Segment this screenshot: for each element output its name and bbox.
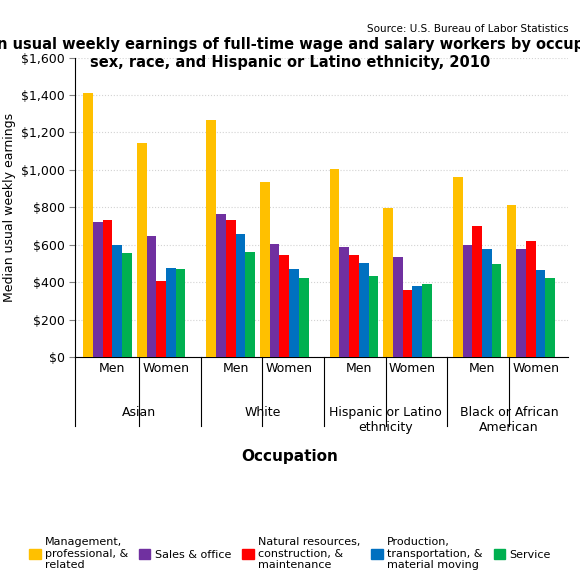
Bar — [245, 252, 255, 357]
Bar — [329, 169, 339, 357]
Bar — [536, 270, 545, 357]
Bar — [422, 284, 432, 357]
Bar — [383, 209, 393, 357]
Bar — [359, 263, 368, 357]
Bar — [289, 269, 299, 357]
Bar — [93, 222, 103, 357]
Bar — [156, 281, 166, 357]
Bar — [393, 257, 403, 357]
Bar — [280, 255, 289, 357]
Bar — [270, 244, 280, 357]
Bar — [226, 221, 235, 357]
Bar — [545, 279, 555, 357]
Bar — [299, 278, 309, 357]
Bar — [260, 182, 270, 357]
Text: Asian: Asian — [122, 406, 156, 419]
Bar — [526, 241, 536, 357]
Bar — [137, 143, 147, 357]
Text: White: White — [244, 406, 281, 419]
Text: Black or African
American: Black or African American — [459, 406, 558, 434]
Bar — [453, 177, 463, 357]
Bar — [216, 214, 226, 357]
Bar — [339, 247, 349, 357]
Bar — [403, 290, 412, 357]
Text: Hispanic or Latino
ethnicity: Hispanic or Latino ethnicity — [329, 406, 442, 434]
Bar — [113, 245, 122, 357]
Bar — [472, 226, 482, 357]
Bar — [235, 234, 245, 357]
Legend: Management,
professional, &
related, Sales & office, Natural resources,
construc: Management, professional, & related, Sal… — [30, 537, 550, 570]
Bar — [83, 93, 93, 357]
Bar — [368, 276, 378, 357]
Y-axis label: Median usual weekly earnings: Median usual weekly earnings — [2, 113, 16, 302]
Bar — [492, 264, 502, 357]
Text: Source: U.S. Bureau of Labor Statistics: Source: U.S. Bureau of Labor Statistics — [367, 24, 568, 33]
Bar — [206, 120, 216, 357]
Bar — [122, 253, 132, 357]
Bar — [506, 206, 516, 357]
Bar — [166, 268, 176, 357]
Bar — [516, 249, 526, 357]
Bar — [147, 236, 156, 357]
Bar — [463, 245, 472, 357]
Bar — [482, 249, 492, 357]
Bar — [349, 255, 359, 357]
Bar — [103, 219, 113, 357]
Bar — [176, 269, 186, 357]
Text: Occupation: Occupation — [241, 449, 339, 464]
Text: Median usual weekly earnings of full-time wage and salary workers by occupation,: Median usual weekly earnings of full-tim… — [0, 37, 580, 70]
Bar — [412, 286, 422, 357]
